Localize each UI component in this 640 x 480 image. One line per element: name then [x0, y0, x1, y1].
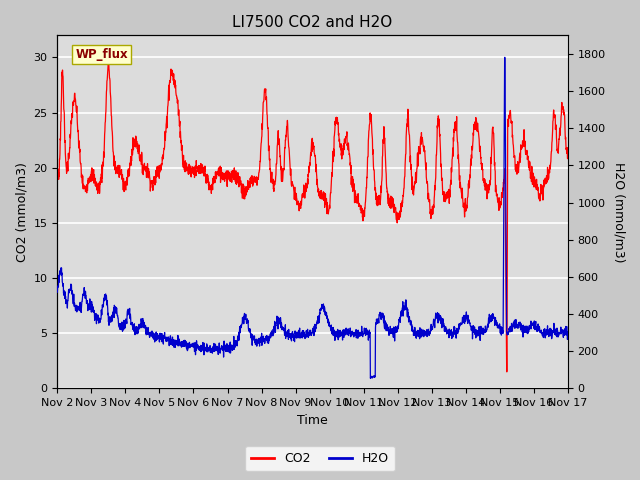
- Y-axis label: H2O (mmol/m3): H2O (mmol/m3): [612, 162, 625, 262]
- X-axis label: Time: Time: [297, 414, 328, 427]
- Y-axis label: CO2 (mmol/m3): CO2 (mmol/m3): [15, 162, 28, 262]
- Legend: CO2, H2O: CO2, H2O: [245, 446, 395, 471]
- Text: WP_flux: WP_flux: [76, 48, 128, 61]
- Title: LI7500 CO2 and H2O: LI7500 CO2 and H2O: [232, 15, 393, 30]
